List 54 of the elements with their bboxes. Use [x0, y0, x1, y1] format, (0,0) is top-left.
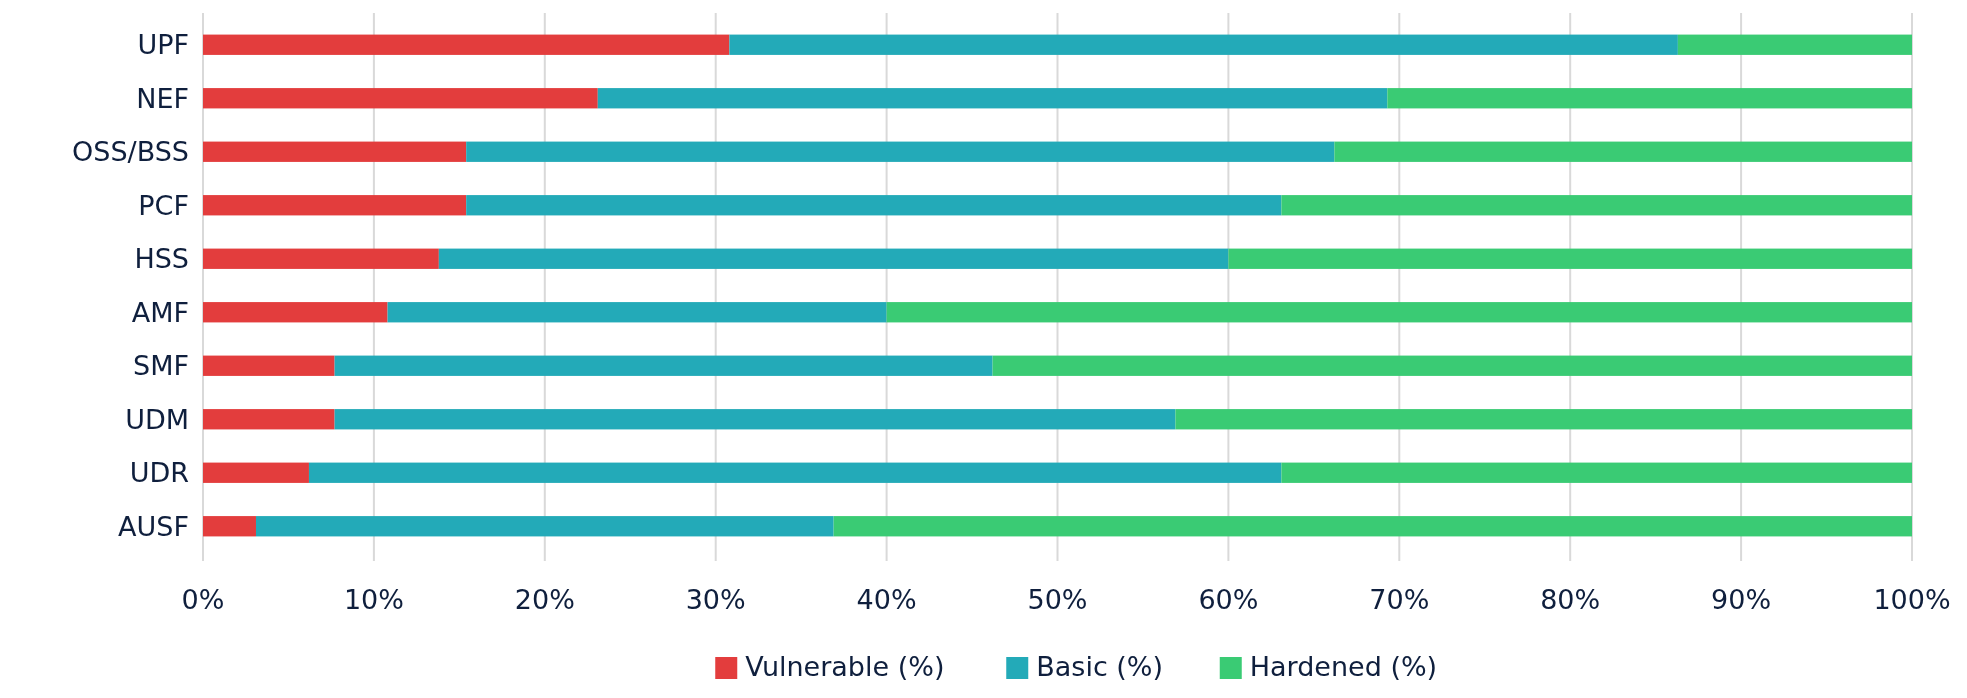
- y-tick-label: HSS: [134, 243, 189, 275]
- x-tick-label: 100%: [1873, 584, 1951, 615]
- y-tick-label: SMF: [133, 350, 189, 382]
- bar: [203, 248, 439, 269]
- y-tick-label: OSS/BSS: [72, 136, 189, 168]
- y-tick-label: AUSF: [118, 510, 189, 542]
- legend-label: Hardened (%): [1249, 651, 1438, 682]
- bar: [1228, 248, 1912, 269]
- bar: [833, 516, 1912, 537]
- bar: [438, 248, 1229, 269]
- bar: [203, 355, 335, 376]
- legend-label: Vulnerable (%): [745, 651, 945, 682]
- bar: [308, 462, 1282, 483]
- bar: [729, 34, 1678, 55]
- x-tick-label: 90%: [1711, 584, 1772, 615]
- bar: [1387, 88, 1912, 109]
- bar: [466, 141, 1335, 162]
- x-tick-label: 40%: [856, 584, 917, 615]
- bar: [1334, 141, 1912, 162]
- x-tick-label: 70%: [1369, 584, 1430, 615]
- bar: [387, 302, 887, 323]
- y-tick-label: UDM: [125, 403, 189, 435]
- bar: [1677, 34, 1912, 55]
- x-tick-label: 60%: [1198, 584, 1259, 615]
- y-tick-label: AMF: [131, 296, 189, 328]
- x-tick-label: 30%: [685, 584, 746, 615]
- bar: [203, 88, 598, 109]
- x-tick-label: 20%: [514, 584, 575, 615]
- y-tick-label: UDR: [129, 457, 189, 489]
- y-tick-label: NEF: [136, 82, 189, 114]
- bar: [203, 462, 309, 483]
- bar: [203, 34, 730, 55]
- bar: [334, 409, 1176, 430]
- bar: [597, 88, 1388, 109]
- x-tick-label: 10%: [343, 584, 404, 615]
- bar: [992, 355, 1912, 376]
- bar: [334, 355, 993, 376]
- bar: [886, 302, 1912, 323]
- bar: [203, 516, 256, 537]
- bar: [1175, 409, 1912, 430]
- bar: [203, 409, 335, 430]
- x-tick-label: 0%: [181, 584, 225, 615]
- bar: [203, 195, 467, 216]
- bar: [203, 302, 388, 323]
- legend-label: Basic (%): [1036, 651, 1164, 682]
- bar: [1281, 462, 1912, 483]
- x-tick-label: 80%: [1540, 584, 1601, 615]
- y-tick-label: UPF: [137, 29, 189, 61]
- y-tick-label: PCF: [138, 189, 189, 221]
- x-tick-label: 50%: [1027, 584, 1088, 615]
- bar: [255, 516, 834, 537]
- bar: [203, 141, 467, 162]
- bar: [1281, 195, 1912, 216]
- bar: [466, 195, 1282, 216]
